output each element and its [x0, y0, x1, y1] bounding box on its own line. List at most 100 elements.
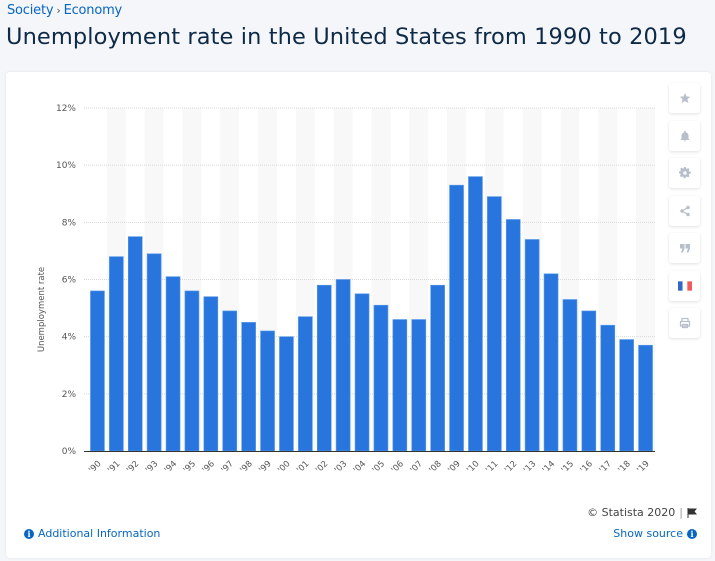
- copyright-text: © Statista 2020: [587, 506, 676, 519]
- x-tick-label: '90: [87, 459, 103, 475]
- info-icon: i: [24, 528, 34, 539]
- x-tick-label: '15: [560, 459, 576, 475]
- page-title: Unemployment rate in the United States f…: [6, 24, 687, 50]
- x-tick-label: '96: [201, 459, 217, 475]
- chart-toolbar: [669, 83, 700, 346]
- breadcrumb-society[interactable]: Society: [7, 3, 54, 18]
- x-tick-label: '06: [390, 459, 406, 475]
- favorite-button[interactable]: [669, 83, 700, 113]
- copyright: © Statista 2020 |: [587, 506, 697, 519]
- star-icon: [679, 93, 690, 103]
- bar-17[interactable]: [600, 324, 616, 452]
- x-tick-label: '99: [257, 459, 273, 475]
- x-tick-label: '17: [597, 459, 613, 475]
- bar-02[interactable]: [316, 284, 332, 452]
- y-tick-label: 0%: [62, 447, 77, 457]
- y-tick-label: 8%: [62, 218, 77, 228]
- bar-12[interactable]: [505, 219, 521, 452]
- breadcrumb-separator: ›: [56, 4, 61, 17]
- x-tick-label: '12: [503, 459, 519, 475]
- x-tick-label: '13: [522, 459, 538, 475]
- bar-13[interactable]: [524, 239, 540, 452]
- bar-93[interactable]: [146, 253, 162, 452]
- notification-button[interactable]: [669, 120, 700, 151]
- share-button[interactable]: [669, 195, 700, 226]
- y-axis-ticks: 0% 2% 4% 6% 8% 10% 12%: [56, 104, 76, 457]
- x-tick-label: '91: [106, 459, 122, 475]
- bar-91[interactable]: [109, 256, 124, 452]
- bar-01[interactable]: [298, 316, 313, 452]
- x-tick-label: '02: [314, 459, 330, 475]
- bar-90[interactable]: [90, 290, 105, 452]
- breadcrumb: Society › Economy: [7, 3, 122, 18]
- bar-95[interactable]: [184, 290, 200, 452]
- y-tick-label: 12%: [56, 104, 76, 114]
- x-tick-label: '11: [484, 459, 500, 475]
- breadcrumb-economy[interactable]: Economy: [63, 3, 123, 18]
- x-tick-label: '00: [276, 459, 292, 475]
- x-tick-label: '95: [182, 459, 198, 475]
- y-axis-label: Unemployment rate: [37, 267, 47, 352]
- bar-99[interactable]: [260, 330, 275, 452]
- bar-96[interactable]: [203, 296, 219, 452]
- x-tick-label: '92: [125, 459, 141, 475]
- y-tick-label: 10%: [56, 161, 76, 171]
- bar-98[interactable]: [241, 322, 256, 452]
- print-button[interactable]: [669, 308, 700, 338]
- bar-11[interactable]: [487, 196, 502, 452]
- share-icon: [679, 205, 690, 216]
- bell-icon: [680, 130, 689, 141]
- bar-10[interactable]: [468, 176, 483, 452]
- bar-97[interactable]: [222, 310, 238, 452]
- bar-06[interactable]: [392, 319, 408, 452]
- bar-14[interactable]: [543, 273, 559, 452]
- x-tick-label: '01: [295, 459, 311, 475]
- x-tick-label: '14: [541, 459, 557, 475]
- bar-00[interactable]: [279, 336, 294, 452]
- x-tick-label: '94: [163, 459, 179, 475]
- y-tick-label: 4%: [62, 333, 77, 343]
- cite-button[interactable]: [669, 233, 700, 263]
- bars: [90, 176, 653, 452]
- x-tick-label: '98: [238, 459, 254, 475]
- language-button[interactable]: [669, 270, 700, 301]
- bar-07[interactable]: [411, 319, 427, 452]
- additional-information-link[interactable]: i Additional Information: [24, 527, 160, 540]
- bar-15[interactable]: [562, 299, 578, 452]
- x-tick-label: '03: [333, 459, 349, 475]
- y-tick-label: 6%: [62, 276, 77, 286]
- x-tick-label: '97: [219, 459, 235, 475]
- x-tick-label: '19: [635, 459, 651, 475]
- printer-icon: [679, 317, 690, 329]
- bar-92[interactable]: [127, 236, 143, 452]
- bar-94[interactable]: [165, 276, 181, 452]
- settings-button[interactable]: [669, 158, 700, 188]
- x-tick-label: '04: [352, 459, 368, 475]
- bar-19[interactable]: [638, 344, 653, 452]
- bar-09[interactable]: [449, 184, 464, 452]
- x-tick-label: '05: [371, 459, 387, 475]
- x-axis-ticks: '90'91'92'93'94'95'96'97'98'99'00'01'02 '…: [87, 459, 651, 475]
- y-tick-label: 2%: [62, 390, 77, 400]
- x-tick-label: '07: [408, 459, 424, 475]
- x-tick-label: '10: [465, 459, 481, 475]
- x-tick-label: '08: [427, 459, 443, 475]
- x-tick-label: '93: [144, 459, 160, 475]
- bar-05[interactable]: [373, 304, 389, 452]
- x-tick-label: '09: [446, 459, 462, 475]
- flag-icon[interactable]: [687, 507, 697, 518]
- bar-04[interactable]: [354, 293, 370, 452]
- show-source-label: Show source: [613, 527, 683, 540]
- quote-icon: [679, 244, 690, 253]
- bar-16[interactable]: [581, 310, 597, 452]
- bar-03[interactable]: [335, 279, 351, 452]
- x-tick-label: '18: [616, 459, 632, 475]
- french-flag-icon: [677, 280, 692, 291]
- additional-information-label: Additional Information: [38, 527, 161, 540]
- info-icon: i: [687, 528, 697, 539]
- show-source-link[interactable]: Show source i: [613, 527, 697, 540]
- bar-18[interactable]: [619, 339, 634, 452]
- gear-icon: [678, 167, 691, 179]
- bar-08[interactable]: [430, 284, 445, 452]
